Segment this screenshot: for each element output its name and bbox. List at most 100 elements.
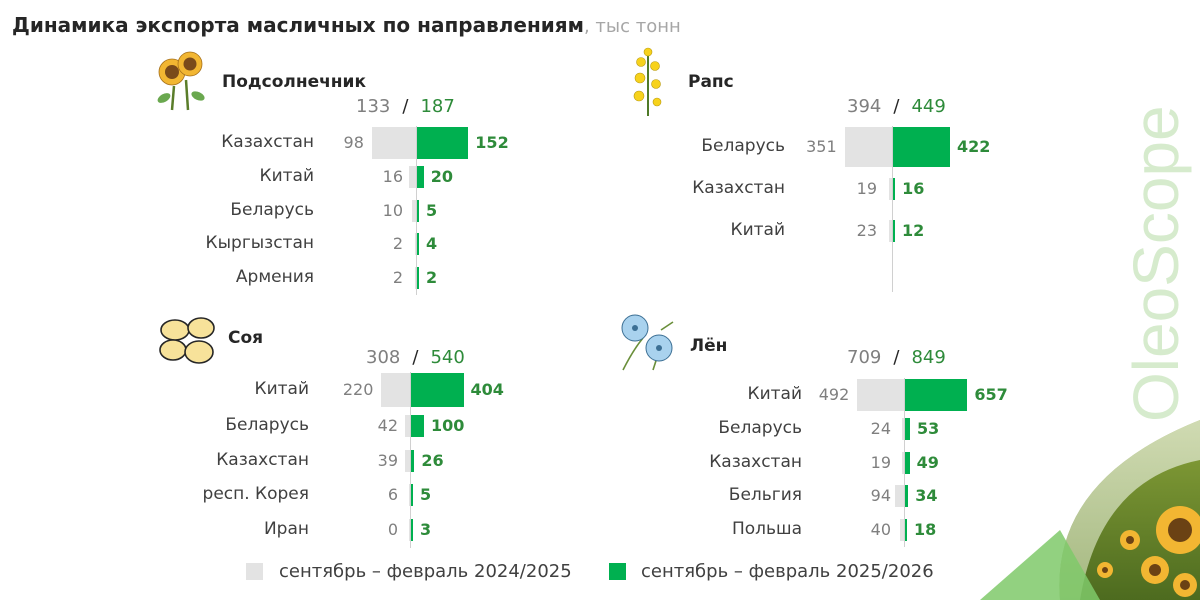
panel-totals: 308 / 540 (366, 347, 465, 368)
category-label: Беларусь (225, 415, 309, 435)
bar-axis (416, 126, 417, 295)
brand-text: OleoScope (1120, 105, 1192, 422)
bar-curr (417, 200, 419, 222)
value-curr: 3 (420, 520, 432, 539)
bar-curr (893, 220, 895, 242)
value-curr: 657 (974, 385, 1008, 404)
total-prev: 133 (356, 96, 391, 117)
category-label: Иран (263, 519, 309, 539)
bar-curr (893, 127, 950, 167)
bar-prev (404, 415, 410, 437)
bar-prev (889, 178, 892, 200)
oleoscope-logo: OleoScope (1120, 105, 1192, 422)
value-prev: 492 (818, 385, 850, 404)
chart-title-unit: , тыс тонн (583, 16, 681, 37)
legend-label-curr: сентябрь – февраль 2025/2026 (641, 561, 934, 582)
panel-title: Подсолнечник (222, 72, 366, 92)
value-curr: 34 (915, 486, 938, 505)
category-label: Казахстан (709, 452, 802, 472)
value-prev: 351 (806, 137, 837, 156)
category-label: Бельгия (728, 485, 802, 505)
value-prev: 94 (870, 486, 891, 505)
sunflower-field-image (980, 420, 1200, 600)
value-curr: 152 (475, 133, 509, 152)
value-prev: 220 (342, 380, 374, 399)
bar-axis (892, 126, 893, 292)
value-prev: 2 (392, 268, 403, 287)
category-label: Китай (254, 379, 310, 399)
bar-prev (888, 220, 892, 242)
category-label: Беларусь (701, 136, 785, 156)
category-label: Польша (731, 519, 802, 539)
bar-curr (905, 519, 907, 541)
panel-totals: 709 / 849 (847, 347, 946, 368)
bar-curr (411, 484, 413, 506)
total-curr: 449 (911, 96, 946, 117)
bar-curr (411, 519, 413, 541)
category-label: Китай (747, 384, 803, 404)
rapeseed-icon (633, 47, 662, 116)
value-prev: 23 (856, 221, 877, 240)
total-prev: 709 (847, 347, 882, 368)
value-prev: 0 (387, 520, 398, 539)
bar-prev (404, 450, 410, 472)
total-separator: / (412, 347, 419, 368)
bar-curr (411, 450, 415, 472)
value-curr: 2 (426, 268, 438, 287)
value-prev: 2 (392, 234, 403, 253)
value-curr: 53 (917, 419, 940, 438)
value-prev: 42 (377, 416, 398, 435)
value-curr: 4 (426, 234, 438, 253)
bar-curr (417, 267, 419, 289)
value-prev: 16 (382, 167, 403, 186)
value-curr: 5 (426, 201, 438, 220)
value-curr: 422 (956, 137, 991, 156)
value-prev: 10 (382, 201, 403, 220)
value-prev: 19 (856, 179, 877, 198)
bar-axis (410, 372, 411, 548)
flax-icon (621, 314, 674, 371)
value-prev: 98 (343, 133, 364, 152)
category-label: Казахстан (216, 450, 309, 470)
value-curr: 20 (430, 167, 454, 186)
bar-prev (409, 519, 410, 541)
bar-curr (411, 373, 464, 407)
bar-axis (904, 378, 905, 547)
panel-title: Лён (690, 336, 728, 356)
category-label: Казахстан (692, 178, 785, 198)
bar-curr (905, 379, 968, 411)
bar-curr (905, 452, 910, 474)
value-curr: 26 (421, 451, 444, 470)
total-separator: / (893, 347, 900, 368)
bar-prev (408, 166, 416, 188)
bar-prev (901, 418, 904, 440)
bar-curr (417, 233, 419, 255)
bar-prev (415, 233, 416, 255)
value-curr: 5 (420, 485, 432, 504)
total-prev: 394 (847, 96, 882, 117)
value-curr: 18 (914, 520, 937, 539)
bar-prev (857, 379, 904, 411)
category-label: Кыргызстан (205, 233, 314, 253)
total-curr: 187 (420, 96, 455, 117)
bar-prev (415, 267, 416, 289)
legend-label-prev: сентябрь – февраль 2024/2025 (279, 561, 572, 582)
category-label: Беларусь (230, 200, 314, 220)
value-prev: 39 (377, 451, 398, 470)
bar-prev (409, 484, 410, 506)
panel-title: Рапс (688, 72, 734, 92)
panel-totals: 133 / 187 (356, 96, 455, 117)
value-curr: 100 (431, 416, 465, 435)
bar-curr (417, 166, 424, 188)
value-curr: 16 (902, 179, 925, 198)
bar-curr (417, 127, 469, 159)
value-prev: 40 (870, 520, 891, 539)
category-label: Армения (235, 267, 314, 287)
category-label: Казахстан (221, 132, 314, 152)
category-label: Беларусь (718, 418, 802, 438)
bar-curr (905, 485, 909, 507)
soybean-icon (159, 317, 215, 364)
total-separator: / (402, 96, 409, 117)
panel-totals: 394 / 449 (847, 96, 946, 117)
panel-title: Соя (228, 328, 264, 348)
